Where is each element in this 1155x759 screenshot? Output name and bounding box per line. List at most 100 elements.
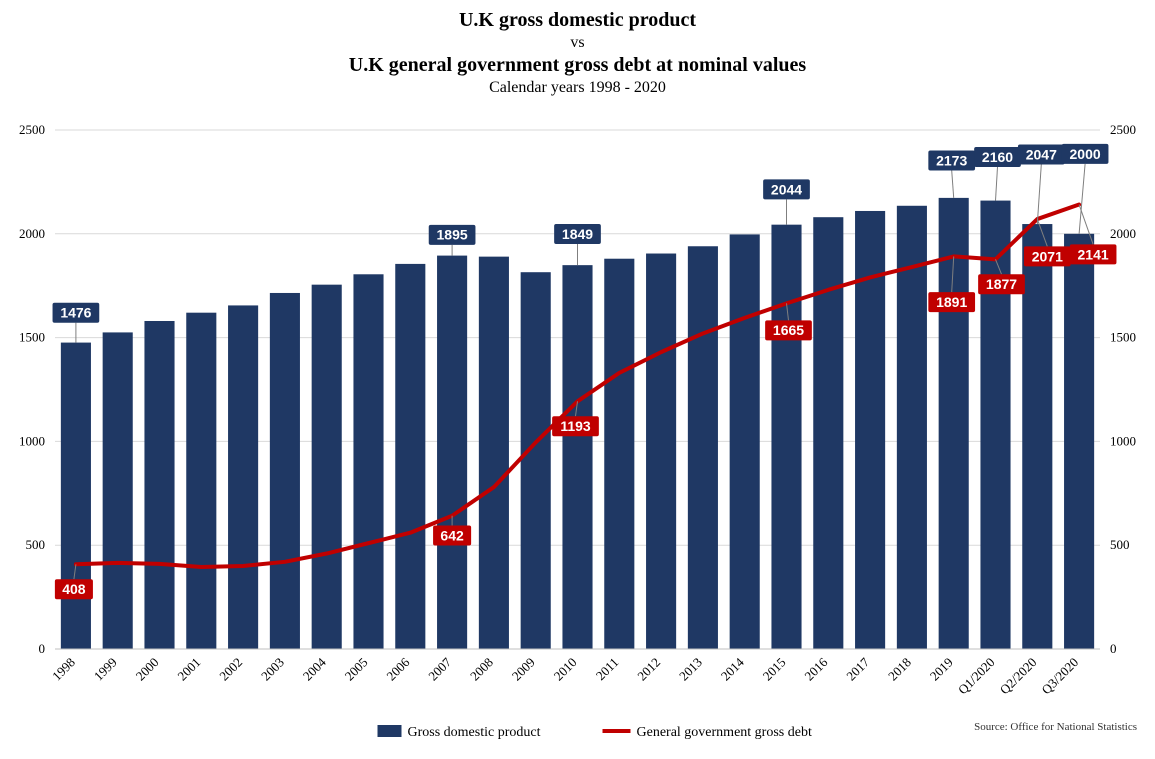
y-tick-label-left: 2500: [19, 122, 45, 137]
gdp-bar: [186, 313, 216, 649]
gdp-bar: [144, 321, 174, 649]
x-tick-label: 2012: [634, 655, 663, 684]
x-tick-label: 2004: [300, 654, 329, 683]
svg-text:1895: 1895: [437, 227, 468, 243]
gdp-bar: [771, 225, 801, 649]
x-tick-label: 2006: [383, 654, 412, 683]
gdp-bar: [353, 274, 383, 649]
legend-label: General government gross debt: [637, 725, 812, 740]
x-tick-label: Q3/2020: [1038, 655, 1081, 698]
debt-callout: 1877: [978, 274, 1025, 294]
svg-text:2044: 2044: [771, 181, 802, 197]
gdp-bar: [521, 272, 551, 649]
debt-callout: 1891: [928, 292, 975, 312]
gdp-bar: [437, 256, 467, 649]
title-line-1: U.K gross domestic product: [0, 8, 1155, 33]
gdp-bar: [395, 264, 425, 649]
gdp-callout: 1895: [429, 225, 476, 245]
svg-text:408: 408: [62, 581, 86, 597]
gdp-bar: [562, 265, 592, 649]
svg-text:642: 642: [440, 527, 464, 543]
title-line-3: U.K general government gross debt at nom…: [0, 53, 1155, 78]
legend: Gross domestic product General government…: [378, 725, 812, 740]
x-tick-label: 2019: [927, 655, 956, 684]
debt-callout: 642: [433, 525, 471, 545]
chart-container: U.K gross domestic product vs U.K genera…: [0, 0, 1155, 759]
gdp-bar: [939, 198, 969, 649]
gdp-bar: [646, 254, 676, 649]
x-tick-label: Q2/2020: [997, 655, 1040, 698]
x-tick-label: 2008: [467, 655, 496, 684]
gdp-bar: [980, 201, 1010, 649]
gdp-callout: 2047: [1018, 144, 1065, 164]
svg-text:1665: 1665: [773, 322, 804, 338]
gdp-bar: [479, 257, 509, 649]
y-tick-label-right: 1500: [1110, 330, 1136, 345]
gdp-callout: 1476: [53, 303, 100, 323]
x-tick-label: 2003: [258, 655, 287, 684]
gdp-bar: [1064, 234, 1094, 649]
gdp-callout: 2173: [928, 151, 975, 171]
x-tick-label: 2014: [718, 654, 747, 683]
x-tick-label: 1999: [91, 655, 120, 684]
gdp-bar: [61, 343, 91, 649]
x-tick-label: 2000: [133, 655, 162, 684]
legend-label: Gross domestic product: [408, 725, 541, 740]
y-tick-label-right: 1000: [1110, 433, 1136, 448]
debt-callout: 2141: [1070, 244, 1117, 264]
y-tick-label-left: 1000: [19, 433, 45, 448]
x-tick-label: 2018: [885, 655, 914, 684]
gdp-bar: [688, 246, 718, 649]
gdp-bar: [312, 285, 342, 649]
gdp-callout: 1849: [554, 224, 601, 244]
chart-svg: 0 0 500 500 1000 1000 1500 1500 2000 2000 2500 2500…: [0, 0, 1155, 759]
svg-text:1193: 1193: [560, 418, 591, 434]
y-tick-label-right: 2500: [1110, 122, 1136, 137]
x-tick-label: 2010: [551, 655, 580, 684]
debt-callout: 408: [55, 579, 93, 599]
svg-text:2000: 2000: [1070, 146, 1101, 162]
subtitle: Calendar years 1998 - 2020: [0, 78, 1155, 98]
source-text: Source: Office for National Statistics: [974, 721, 1137, 733]
x-tick-label: 2005: [342, 655, 371, 684]
svg-text:2071: 2071: [1032, 248, 1063, 264]
gdp-callout: 2044: [763, 179, 810, 199]
y-tick-label-right: 0: [1110, 641, 1117, 656]
x-tick-label: 2015: [760, 655, 789, 684]
gdp-bar: [270, 293, 300, 649]
gdp-bar: [604, 259, 634, 649]
gdp-bar: [813, 217, 843, 649]
x-tick-label: 2002: [216, 655, 245, 684]
y-tick-label-left: 500: [26, 537, 46, 552]
svg-text:2047: 2047: [1026, 146, 1057, 162]
x-tick-label: 2016: [801, 654, 830, 683]
y-tick-label-left: 2000: [19, 226, 45, 241]
x-tick-label: 1998: [49, 655, 78, 684]
x-tick-label: Q1/2020: [955, 655, 998, 698]
x-tick-label: 2001: [174, 655, 203, 684]
debt-callout: 2071: [1024, 246, 1071, 266]
svg-text:2173: 2173: [936, 152, 967, 168]
x-tick-label: 2017: [843, 654, 872, 683]
svg-text:1476: 1476: [60, 305, 91, 321]
y-tick-label-right: 2000: [1110, 226, 1136, 241]
svg-text:1849: 1849: [562, 226, 593, 242]
gdp-callout: 2160: [974, 147, 1021, 167]
gdp-bar: [228, 305, 258, 649]
gdp-bar: [103, 332, 133, 649]
svg-text:2141: 2141: [1078, 246, 1109, 262]
debt-callout: 1665: [765, 320, 812, 340]
x-tick-label: 2007: [425, 654, 454, 683]
gdp-callout: 2000: [1062, 144, 1109, 164]
gdp-bar: [1022, 224, 1052, 649]
y-tick-label-right: 500: [1110, 537, 1130, 552]
x-tick-label: 2013: [676, 655, 705, 684]
svg-text:1877: 1877: [986, 276, 1017, 292]
chart-titles: U.K gross domestic product vs U.K genera…: [0, 8, 1155, 98]
debt-callout: 1193: [552, 416, 599, 436]
svg-text:1891: 1891: [936, 294, 967, 310]
y-tick-label-left: 1500: [19, 330, 45, 345]
x-tick-label: 2009: [509, 655, 538, 684]
title-line-vs: vs: [0, 33, 1155, 53]
y-tick-label-left: 0: [39, 641, 46, 656]
